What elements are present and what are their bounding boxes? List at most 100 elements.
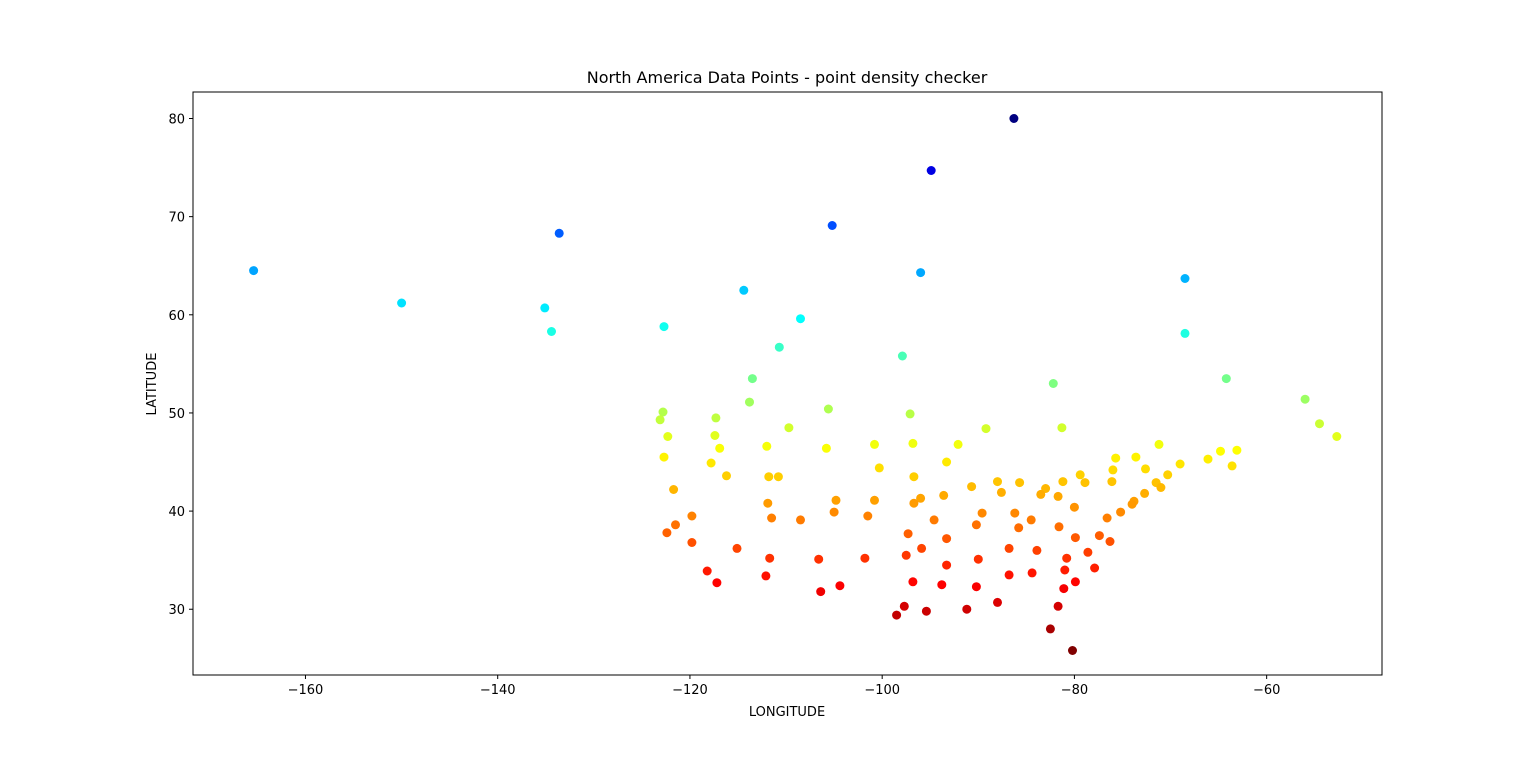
data-point <box>706 458 716 468</box>
data-point <box>916 493 926 503</box>
data-point <box>1004 543 1014 553</box>
data-point <box>784 423 794 433</box>
data-point <box>764 472 774 482</box>
data-point <box>973 554 983 564</box>
data-point <box>892 610 902 620</box>
data-point <box>993 597 1002 607</box>
data-point <box>554 228 564 238</box>
data-point <box>1141 464 1150 474</box>
y-tick-label: 70 <box>168 211 185 226</box>
data-point <box>1014 523 1024 533</box>
data-point <box>874 463 884 473</box>
data-point <box>1140 488 1150 498</box>
data-point <box>1053 601 1063 611</box>
data-point <box>762 441 772 451</box>
data-point <box>905 409 915 419</box>
data-point <box>1116 507 1126 517</box>
data-point <box>917 543 927 553</box>
x-tick-label: −160 <box>288 683 324 698</box>
data-point <box>669 485 679 494</box>
data-point <box>901 550 911 560</box>
data-point <box>763 498 773 508</box>
data-point <box>814 554 824 564</box>
plot-frame <box>192 91 1383 676</box>
y-tick-label: 80 <box>168 113 185 128</box>
data-point <box>977 508 987 518</box>
data-point <box>1009 114 1019 123</box>
data-point <box>739 285 749 295</box>
data-point <box>897 351 907 361</box>
data-point <box>658 407 668 417</box>
data-point <box>971 520 981 530</box>
data-point <box>397 298 407 308</box>
y-tick-label: 50 <box>168 407 185 422</box>
data-point <box>1111 453 1121 463</box>
data-point <box>1069 502 1079 512</box>
data-point <box>953 439 963 449</box>
data-point <box>916 268 926 278</box>
data-point <box>747 374 757 384</box>
data-point <box>796 314 805 324</box>
data-point <box>1070 577 1080 587</box>
data-point <box>993 477 1002 487</box>
data-point <box>765 553 775 563</box>
data-point <box>1300 394 1310 404</box>
data-point <box>1004 570 1014 580</box>
data-point <box>722 471 731 481</box>
x-axis-label: LONGITUDE <box>749 705 825 720</box>
points-layer <box>249 114 1342 655</box>
data-point <box>1163 470 1173 480</box>
data-point <box>909 498 919 508</box>
data-point <box>1090 563 1100 573</box>
data-point <box>1053 491 1063 501</box>
data-point <box>996 487 1006 497</box>
data-point <box>1227 461 1237 471</box>
data-point <box>540 303 550 313</box>
y-tick-label: 40 <box>168 505 185 520</box>
x-tick-label: −120 <box>672 683 708 698</box>
data-point <box>732 543 742 553</box>
data-point <box>1156 483 1166 492</box>
data-point <box>1054 522 1064 532</box>
data-point <box>659 322 669 332</box>
data-point <box>1059 584 1069 594</box>
data-point <box>1045 624 1055 634</box>
data-point <box>710 431 720 440</box>
data-point <box>1180 274 1190 283</box>
data-point <box>1315 419 1324 429</box>
data-point <box>767 513 777 523</box>
data-point <box>1131 452 1141 462</box>
data-point <box>1060 565 1070 575</box>
data-point <box>1154 439 1164 449</box>
data-point <box>745 397 754 407</box>
data-point <box>1068 646 1077 655</box>
data-point <box>829 507 839 517</box>
data-point <box>1216 446 1225 456</box>
data-point <box>967 482 977 492</box>
x-tick-label: −60 <box>1253 683 1280 698</box>
data-point <box>1015 478 1025 488</box>
data-point <box>929 515 939 525</box>
x-tick-label: −80 <box>1061 683 1088 698</box>
data-point <box>774 342 784 352</box>
data-point <box>655 415 665 425</box>
data-point <box>860 553 870 563</box>
chart-title: North America Data Points - point densit… <box>587 68 988 87</box>
data-point <box>1094 531 1104 541</box>
data-point <box>761 571 771 581</box>
data-point <box>899 601 909 611</box>
data-point <box>663 432 673 441</box>
data-point <box>1221 374 1231 384</box>
data-point <box>939 490 949 500</box>
data-point <box>971 582 981 592</box>
data-point <box>1127 499 1137 509</box>
data-point <box>1203 454 1213 464</box>
data-point <box>1083 547 1093 557</box>
data-point <box>1058 477 1068 487</box>
y-axis-ticks: 30 40 50 60 70 80 <box>168 113 193 618</box>
data-point <box>547 327 556 336</box>
data-point <box>937 580 947 590</box>
data-point <box>981 424 991 434</box>
data-point <box>1010 508 1020 518</box>
